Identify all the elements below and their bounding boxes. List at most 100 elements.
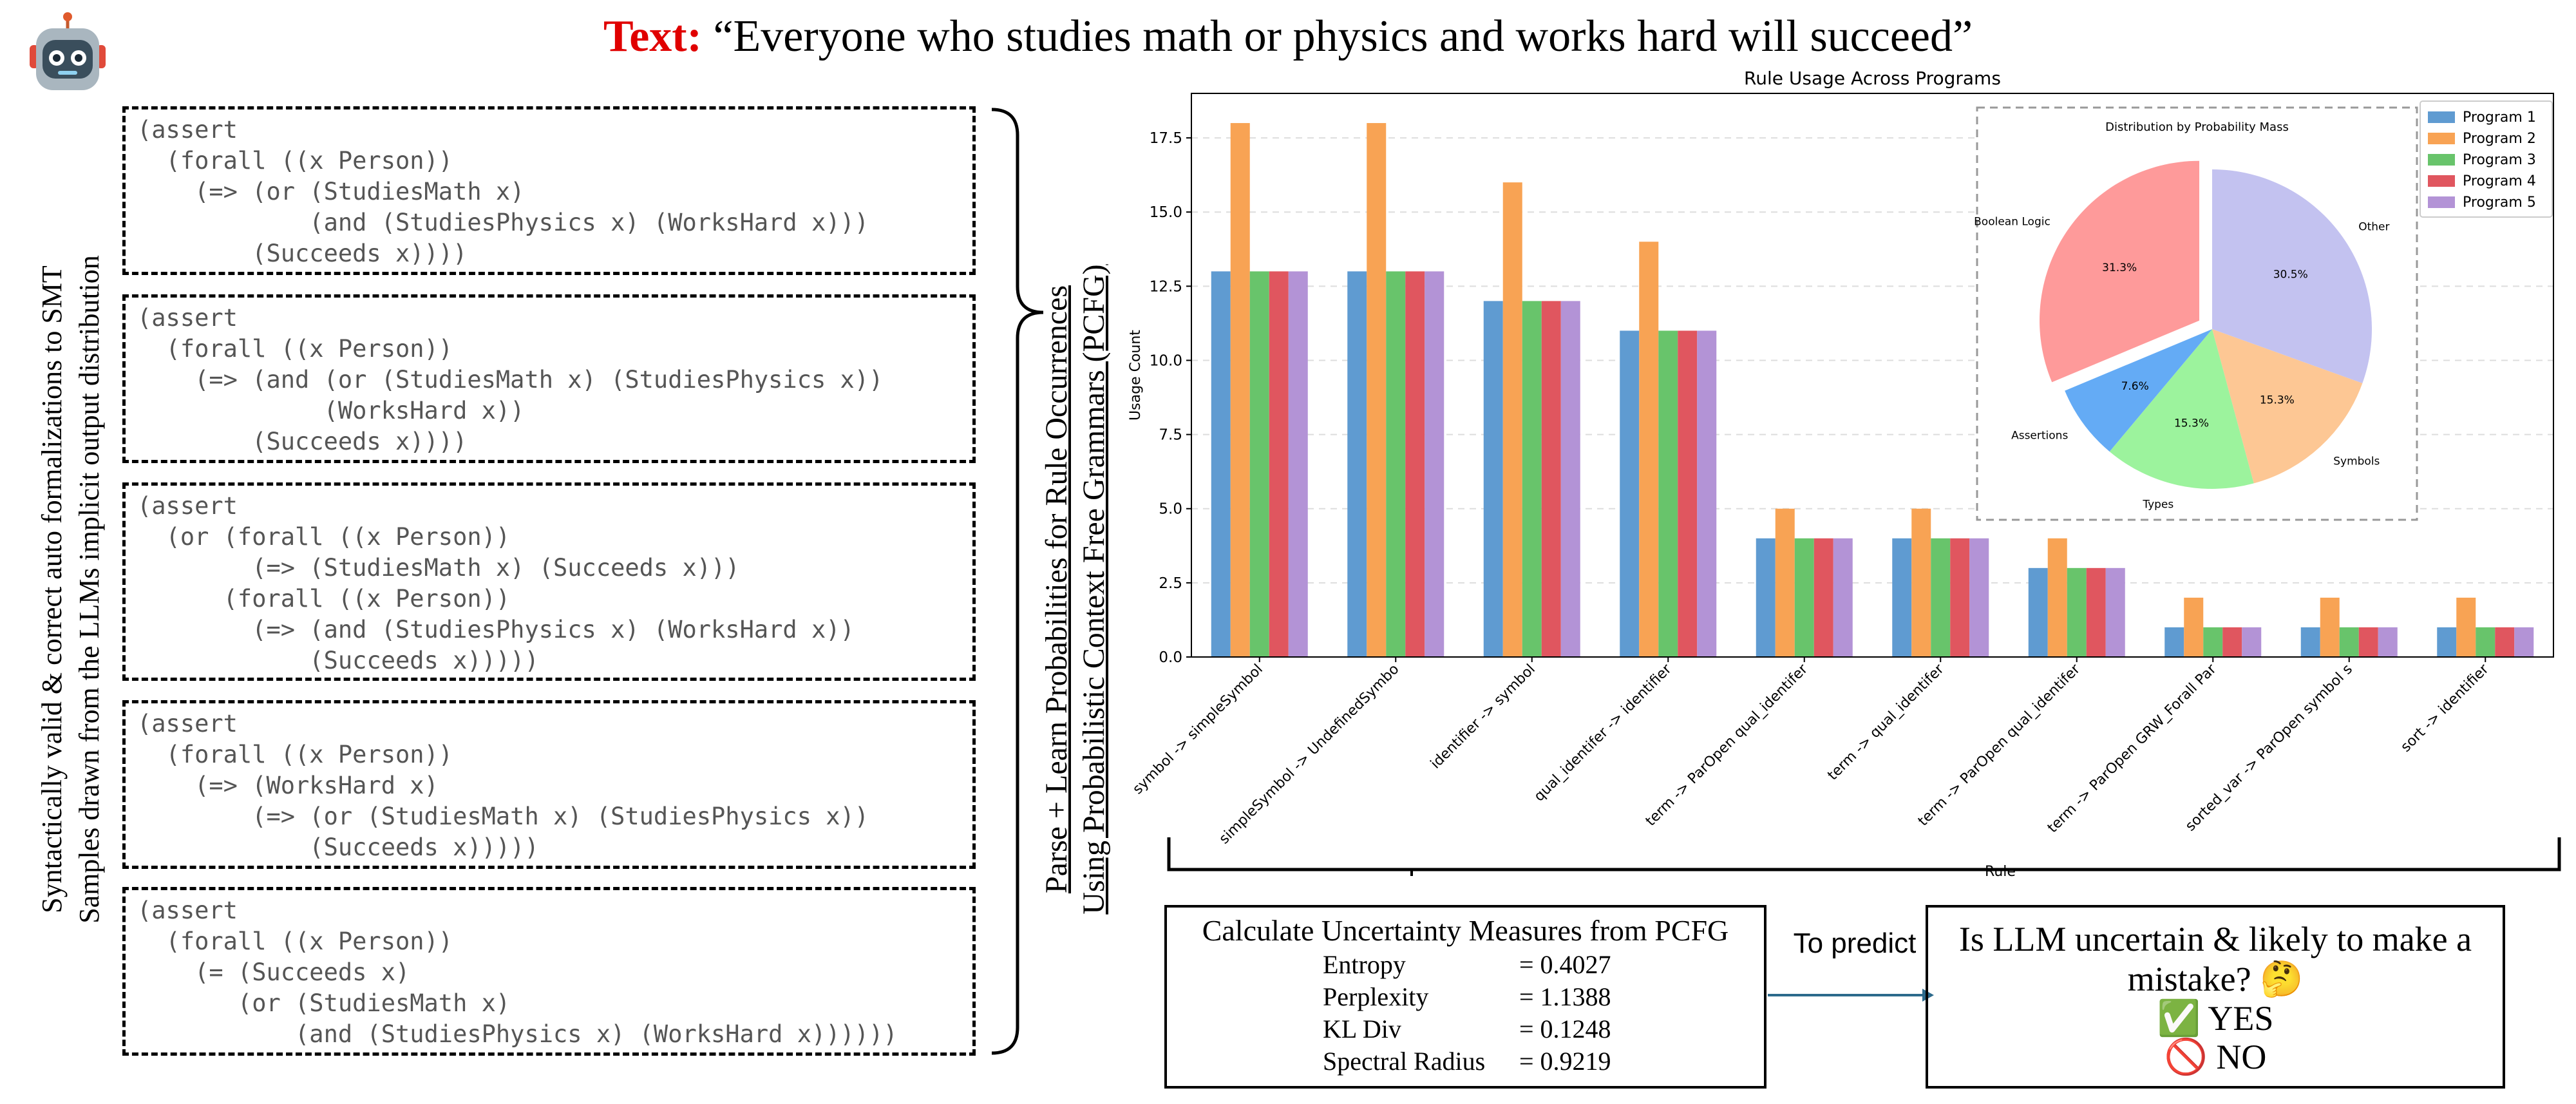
bar-program-1 bbox=[2437, 627, 2457, 657]
pie-slice-boolean-logic bbox=[2040, 160, 2200, 383]
bar-program-5 bbox=[1560, 301, 1580, 657]
pcfg-caption: Parse + Learn Probabilities for Rule Occ… bbox=[1030, 116, 1121, 1063]
x-tick-label: symbol -> simpleSymbol bbox=[1130, 661, 1266, 798]
chart-title: Rule Usage Across Programs bbox=[1744, 68, 2001, 89]
pcfg-caption-line2: Using Probabilistic Context Free Grammar… bbox=[1077, 264, 1111, 915]
bar-program-2 bbox=[2320, 597, 2340, 657]
x-tick-label: term -> ParOpen GRW_Forall Par bbox=[2045, 661, 2220, 836]
legend-swatch bbox=[2428, 175, 2455, 187]
bar-program-2 bbox=[2047, 538, 2067, 657]
bar-program-4 bbox=[2222, 627, 2242, 657]
bar-program-1 bbox=[1347, 271, 1367, 657]
bar-program-2 bbox=[1639, 242, 1659, 657]
samples-caption: Syntactically valid & correct auto forma… bbox=[13, 116, 129, 1063]
pie-percent-label: 31.3% bbox=[2102, 262, 2137, 274]
bar-program-4 bbox=[1678, 330, 1698, 657]
bar-program-5 bbox=[2242, 627, 2262, 657]
bar-program-5 bbox=[1288, 271, 1308, 657]
x-tick-label: sorted_var -> ParOpen symbol s bbox=[2183, 661, 2356, 835]
bar-program-2 bbox=[1230, 123, 1250, 658]
pie-category-label: Other bbox=[2358, 220, 2389, 233]
measure-name: Perplexity bbox=[1323, 982, 1429, 1011]
samples-caption-line1: Syntactically valid & correct auto forma… bbox=[36, 265, 68, 913]
measure-name: Entropy bbox=[1323, 950, 1406, 979]
bar-program-2 bbox=[2184, 597, 2204, 657]
bar-program-3 bbox=[1794, 538, 1814, 657]
x-tick-label: qual_identifer -> identifier bbox=[1531, 661, 1676, 805]
bar-program-4 bbox=[1269, 271, 1289, 657]
pie-slice-types bbox=[2109, 329, 2254, 489]
bar-program-3 bbox=[2067, 567, 2087, 657]
measure-row-entropy: Entropy = 0.4027 bbox=[1175, 949, 1756, 981]
x-axis-label: Rule bbox=[1985, 864, 2016, 880]
uncertainty-measures-box: Calculate Uncertainty Measures from PCFG… bbox=[1164, 905, 1766, 1089]
pie-percent-label: 15.3% bbox=[2174, 417, 2209, 430]
bar-program-1 bbox=[2164, 627, 2184, 657]
bar-program-5 bbox=[2378, 627, 2398, 657]
legend-label: Program 5 bbox=[2463, 195, 2536, 211]
bar-program-3 bbox=[1931, 538, 1951, 657]
bar-program-5 bbox=[1969, 538, 1989, 657]
pie-title: Distribution by Probability Mass bbox=[2105, 120, 2289, 134]
measure-value: = 0.1248 bbox=[1519, 1014, 1611, 1043]
bar-program-2 bbox=[2456, 597, 2476, 657]
bar-program-1 bbox=[2028, 567, 2048, 657]
bar-program-4 bbox=[1405, 271, 1425, 657]
pie-percent-label: 15.3% bbox=[2260, 394, 2295, 406]
y-tick-label: 15.0 bbox=[1150, 204, 1182, 221]
x-tick-label: identifier -> symbol bbox=[1428, 661, 1539, 772]
x-tick-label: term -> qual_identifer bbox=[1824, 661, 1947, 784]
header-text: Text: “Everyone who studies math or phys… bbox=[0, 8, 2576, 66]
y-tick-label: 17.5 bbox=[1150, 130, 1182, 147]
arrow-right-icon bbox=[1768, 989, 1934, 1002]
bar-program-4 bbox=[1950, 538, 1970, 657]
bar-program-2 bbox=[1502, 182, 1522, 657]
bar-program-3 bbox=[1658, 330, 1678, 657]
pie-category-label: Boolean Logic bbox=[1974, 216, 2050, 229]
bar-program-1 bbox=[1756, 538, 1776, 657]
pie-slice-other bbox=[2212, 169, 2372, 384]
y-tick-label: 7.5 bbox=[1159, 427, 1182, 444]
bar-program-3 bbox=[2476, 627, 2496, 657]
y-tick-label: 5.0 bbox=[1159, 501, 1182, 518]
smt-sample-4: (assert (forall ((x Person)) (=> (WorksH… bbox=[122, 700, 976, 869]
pie-percent-label: 7.6% bbox=[2121, 380, 2149, 393]
measure-row-perplexity: Perplexity = 1.1388 bbox=[1175, 981, 1756, 1013]
legend-label: Program 2 bbox=[2463, 131, 2536, 147]
pie-percent-label: 30.5% bbox=[2273, 268, 2308, 281]
legend-box bbox=[2420, 100, 2553, 218]
bottom-bracket bbox=[1167, 837, 2561, 876]
pcfg-caption-line1: Parse + Learn Probabilities for Rule Occ… bbox=[1039, 285, 1074, 894]
measure-value: = 0.4027 bbox=[1519, 950, 1611, 979]
bar-program-2 bbox=[1911, 508, 1931, 657]
bar-program-4 bbox=[1814, 538, 1833, 657]
pie-slice-assertions bbox=[2065, 329, 2212, 452]
robot-icon bbox=[30, 12, 106, 90]
bar-program-5 bbox=[1833, 538, 1853, 657]
bar-program-5 bbox=[1425, 271, 1444, 657]
y-tick-label: 10.0 bbox=[1150, 352, 1182, 369]
measure-row-spectral-radius: Spectral Radius = 0.9219 bbox=[1175, 1045, 1756, 1078]
samples-caption-line2: Samples drawn from the LLMs implicit out… bbox=[73, 255, 105, 924]
bar-program-4 bbox=[2086, 567, 2106, 657]
smt-sample-3: (assert (or (forall ((x Person)) (=> (St… bbox=[122, 482, 976, 681]
bar-program-3 bbox=[2339, 627, 2359, 657]
header-quote: “Everyone who studies math or physics an… bbox=[713, 12, 1973, 61]
question-box: Is LLM uncertain & likely to make a mist… bbox=[1926, 905, 2505, 1089]
bar-program-2 bbox=[1367, 123, 1387, 658]
question-text: Is LLM uncertain & likely to make a mist… bbox=[1958, 920, 2472, 998]
smt-sample-2: (assert (forall ((x Person)) (=> (and (o… bbox=[122, 294, 976, 463]
bar-program-4 bbox=[1541, 301, 1561, 657]
pie-category-label: Assertions bbox=[2011, 430, 2068, 443]
y-tick-label: 12.5 bbox=[1150, 278, 1182, 295]
rule-usage-chart: Rule Usage Across Programs 0.0 2.5 5.0 7.5 10… bbox=[1128, 68, 2554, 880]
bar-program-2 bbox=[1775, 508, 1795, 657]
bar-program-3 bbox=[2203, 627, 2223, 657]
legend-swatch bbox=[2428, 111, 2455, 123]
bar-program-5 bbox=[1697, 330, 1717, 657]
legend-label: Program 1 bbox=[2463, 109, 2536, 126]
y-tick-label: 2.5 bbox=[1159, 575, 1182, 592]
plot-frame bbox=[1191, 93, 2554, 658]
bar-program-1 bbox=[1892, 538, 1912, 657]
bar-program-3 bbox=[1522, 301, 1542, 657]
